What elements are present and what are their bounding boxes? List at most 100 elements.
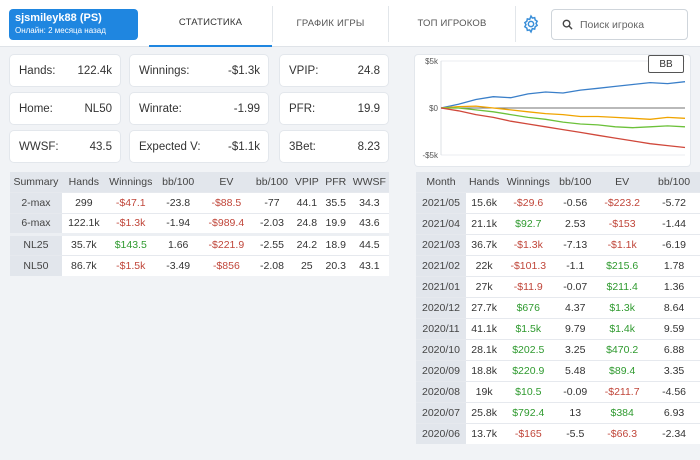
column-header[interactable]: bb/100 bbox=[648, 172, 700, 192]
column-header[interactable]: Hands bbox=[61, 172, 106, 192]
search-input[interactable] bbox=[580, 16, 684, 34]
table-cell: $143.5 bbox=[105, 232, 156, 255]
table-row: NL25 35.7k $143.5 1.66 -$221.9 -2.55 24.… bbox=[10, 232, 389, 255]
table-cell: 27k bbox=[465, 275, 503, 297]
table-cell: -4.56 bbox=[648, 380, 700, 402]
table-cell: 24.2 bbox=[291, 232, 322, 255]
search-icon bbox=[562, 19, 573, 30]
table-cell: -2.55 bbox=[252, 232, 292, 255]
row-label: 2-max bbox=[10, 191, 62, 213]
table-cell: -2.34 bbox=[648, 422, 700, 444]
table-cell: 18.9 bbox=[321, 232, 350, 255]
stat-label: 3Bet: bbox=[289, 140, 316, 153]
column-header[interactable]: VPIP bbox=[291, 172, 322, 192]
column-header[interactable]: bb/100 bbox=[554, 172, 597, 192]
column-header[interactable]: WWSF bbox=[349, 172, 389, 192]
table-cell: 41.1k bbox=[465, 317, 503, 339]
stat-card-expected-value: Expected V: -$1.1k bbox=[130, 131, 268, 162]
table-cell: 3.35 bbox=[648, 359, 700, 381]
table-cell: 36.7k bbox=[465, 233, 503, 255]
table-row: 2-max 299 -$47.1 -23.8 -$88.5 -77 44.1 3… bbox=[10, 191, 389, 213]
stat-value: -$1.3k bbox=[228, 64, 260, 77]
table-cell: -$989.4 bbox=[200, 212, 253, 234]
table-row: 2020/11 41.1k $1.5k 9.79 $1.4k 9.59 bbox=[416, 317, 700, 339]
stat-card-home: Home: NL50 bbox=[10, 93, 120, 124]
table-cell: -$153 bbox=[596, 212, 649, 234]
table-header-row: Summary Hands Winnings bb/100 EV bb/100 … bbox=[10, 172, 389, 192]
table-cell: 86.7k bbox=[61, 254, 106, 276]
column-header[interactable]: Winnings bbox=[105, 172, 156, 192]
table-cell: 5.48 bbox=[554, 359, 597, 381]
table-cell: -$1.3k bbox=[502, 233, 555, 255]
column-header[interactable]: Winnings bbox=[502, 172, 555, 192]
table-row: 2020/09 18.8k $220.9 5.48 $89.4 3.35 bbox=[416, 359, 700, 381]
search-box[interactable] bbox=[551, 9, 688, 40]
bb-toggle-button[interactable]: BB bbox=[648, 55, 684, 73]
table-cell: $676 bbox=[502, 296, 555, 318]
y-tick-label: $5k bbox=[425, 57, 439, 66]
stat-label: Hands: bbox=[19, 64, 56, 77]
y-tick-label: -$5k bbox=[422, 151, 439, 160]
stat-card-wwsf: WWSF: 43.5 bbox=[10, 131, 120, 162]
tab-game-chart[interactable]: ГРАФИК ИГРЫ bbox=[296, 18, 365, 29]
column-header[interactable]: bb/100 bbox=[155, 172, 201, 192]
table-cell: $202.5 bbox=[502, 338, 555, 360]
stat-label: Expected V: bbox=[139, 140, 201, 153]
table-cell: 24.8 bbox=[291, 212, 322, 234]
column-header[interactable]: Hands bbox=[465, 172, 503, 192]
monthly-table-body: 2021/05 15.6k -$29.6 -0.56 -$223.2 -5.72 2021/… bbox=[416, 191, 700, 444]
stat-value: 8.23 bbox=[357, 140, 380, 153]
row-label: 2020/10 bbox=[416, 338, 466, 360]
stat-value: 19.9 bbox=[357, 102, 380, 115]
monthly-table: Month Hands Winnings bb/100 EV bb/100 20… bbox=[416, 172, 700, 444]
table-cell: $92.7 bbox=[502, 212, 555, 234]
row-label: 2021/02 bbox=[416, 254, 466, 276]
player-name: sjsmileyk88 (PS) bbox=[15, 12, 102, 24]
table-cell: 122.1k bbox=[61, 212, 106, 234]
table-cell: 43.6 bbox=[349, 212, 389, 234]
table-row: 6-max 122.1k -$1.3k -1.94 -$989.4 -2.03 … bbox=[10, 212, 389, 234]
table-cell: 9.59 bbox=[648, 317, 700, 339]
tab-divider bbox=[515, 6, 516, 42]
table-cell: 6.93 bbox=[648, 401, 700, 423]
player-badge[interactable]: sjsmileyk88 (PS) Онлайн: 2 месяца назад bbox=[9, 9, 138, 40]
column-header[interactable]: PFR bbox=[321, 172, 350, 192]
stat-card-winnings: Winnings: -$1.3k bbox=[130, 55, 268, 86]
table-cell: 35.7k bbox=[61, 232, 106, 255]
stat-label: WWSF: bbox=[19, 140, 59, 153]
table-cell: -$211.7 bbox=[596, 380, 649, 402]
table-cell: 4.37 bbox=[554, 296, 597, 318]
stat-card-winrate: Winrate: -1.99 bbox=[130, 93, 268, 124]
table-cell: 8.64 bbox=[648, 296, 700, 318]
table-row: 2021/04 21.1k $92.7 2.53 -$153 -1.44 bbox=[416, 212, 700, 234]
column-header[interactable]: EV bbox=[596, 172, 649, 192]
table-cell: -7.13 bbox=[554, 233, 597, 255]
table-cell: -5.72 bbox=[648, 191, 700, 213]
stat-card-vpip: VPIP: 24.8 bbox=[280, 55, 388, 86]
table-cell: 1.78 bbox=[648, 254, 700, 276]
table-cell: -3.49 bbox=[155, 254, 201, 276]
table-cell: $220.9 bbox=[502, 359, 555, 381]
table-cell: $792.4 bbox=[502, 401, 555, 423]
table-cell: $89.4 bbox=[596, 359, 649, 381]
table-cell: 299 bbox=[61, 191, 106, 213]
table-cell: -$856 bbox=[200, 254, 253, 276]
table-cell: 18.8k bbox=[465, 359, 503, 381]
stat-label: PFR: bbox=[289, 102, 316, 115]
column-header[interactable]: Month bbox=[416, 172, 466, 192]
column-header[interactable]: Summary bbox=[10, 172, 62, 192]
column-header[interactable]: EV bbox=[200, 172, 253, 192]
row-label: 2020/11 bbox=[416, 317, 466, 339]
table-cell: 1.66 bbox=[155, 232, 201, 255]
stat-value: -1.99 bbox=[233, 102, 260, 115]
tab-statistics[interactable]: СТАТИСТИКА bbox=[149, 0, 272, 47]
row-label: 2021/05 bbox=[416, 191, 466, 213]
table-cell: -1.1 bbox=[554, 254, 597, 276]
column-header[interactable]: bb/100 bbox=[252, 172, 292, 192]
gear-icon[interactable] bbox=[521, 14, 541, 34]
tab-top-players[interactable]: ТОП ИГРОКОВ bbox=[417, 18, 487, 29]
table-cell: 13.7k bbox=[465, 422, 503, 444]
stat-card-3bet: 3Bet: 8.23 bbox=[280, 131, 388, 162]
table-cell: $470.2 bbox=[596, 338, 649, 360]
table-cell: -2.03 bbox=[252, 212, 292, 234]
